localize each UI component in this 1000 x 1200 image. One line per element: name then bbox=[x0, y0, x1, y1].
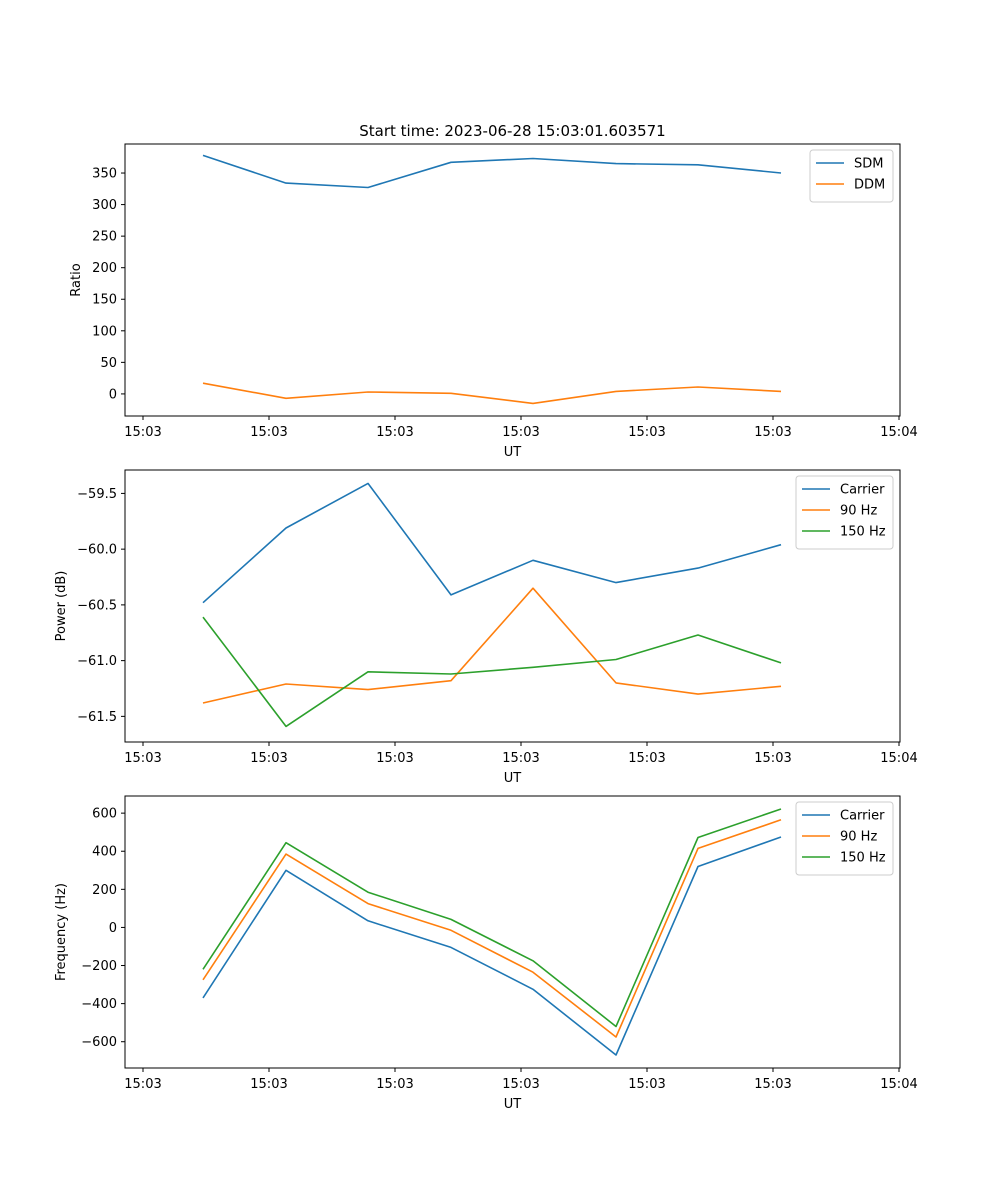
legend-label: SDM bbox=[854, 157, 883, 172]
legend: Carrier 90 Hz 150 Hz bbox=[795, 801, 894, 876]
y-tick-label: 600 bbox=[92, 807, 117, 822]
x-tick-label: 15:03 bbox=[754, 425, 791, 440]
legend-label: Carrier bbox=[840, 809, 885, 824]
x-tick-label: 15:03 bbox=[628, 1077, 665, 1092]
y-tick-label: −59.5 bbox=[77, 487, 117, 502]
x-tick-label: 15:03 bbox=[502, 425, 539, 440]
axes-frame bbox=[124, 795, 901, 1069]
x-tick-label: 15:03 bbox=[754, 751, 791, 766]
chart-3: 15:03 15:03 15:03 15:03 15:03 15:03 15:04 −600 −… bbox=[54, 795, 918, 1112]
axes-frame bbox=[124, 469, 901, 743]
y-tick-label: −61.0 bbox=[77, 654, 117, 669]
legend-label: 90 Hz bbox=[840, 830, 877, 845]
x-tick-label: 15:03 bbox=[628, 751, 665, 766]
x-tick-label: 15:03 bbox=[502, 1077, 539, 1092]
y-tick-label: −60.0 bbox=[77, 543, 117, 558]
legend-label: 150 Hz bbox=[840, 525, 886, 540]
series-line-150-hz bbox=[202, 616, 782, 728]
y-tick-label: 350 bbox=[92, 167, 117, 182]
axes-frame bbox=[124, 143, 901, 417]
series-line-carrier bbox=[202, 482, 782, 604]
y-tick-label: −200 bbox=[81, 959, 117, 974]
y-tick-label: 300 bbox=[92, 198, 117, 213]
series-line-sdm bbox=[202, 154, 782, 189]
x-tick-label: 15:04 bbox=[880, 425, 917, 440]
x-tick-label: 15:03 bbox=[250, 751, 287, 766]
x-tick-label: 15:04 bbox=[880, 1077, 917, 1092]
x-tick-label: 15:03 bbox=[124, 751, 161, 766]
legend-label: Carrier bbox=[840, 483, 885, 498]
y-tick-label: 250 bbox=[92, 230, 117, 245]
y-tick-label: −60.5 bbox=[77, 598, 117, 613]
y-tick-label: 200 bbox=[92, 883, 117, 898]
x-axis-label: UT bbox=[504, 445, 522, 460]
y-axis-label: Ratio bbox=[69, 263, 84, 296]
x-tick-label: 15:03 bbox=[376, 751, 413, 766]
series-line-150-hz bbox=[202, 808, 782, 1028]
x-tick-label: 15:03 bbox=[754, 1077, 791, 1092]
x-tick-label: 15:03 bbox=[502, 751, 539, 766]
y-tick-label: 0 bbox=[109, 387, 117, 402]
x-tick-label: 15:04 bbox=[880, 751, 917, 766]
x-tick-label: 15:03 bbox=[250, 1077, 287, 1092]
x-tick-label: 15:03 bbox=[628, 425, 665, 440]
x-tick-label: 15:03 bbox=[124, 425, 161, 440]
legend-label: 150 Hz bbox=[840, 851, 886, 866]
y-tick-label: −600 bbox=[81, 1035, 117, 1050]
figure-title: Start time: 2023-06-28 15:03:01.603571 bbox=[359, 122, 665, 140]
x-axis-label: UT bbox=[504, 771, 522, 786]
x-tick-label: 15:03 bbox=[376, 425, 413, 440]
chart-1: 15:03 15:03 15:03 15:03 15:03 15:03 15:04 0 50 10… bbox=[69, 143, 918, 460]
series-line-carrier bbox=[202, 836, 782, 1056]
y-tick-label: 0 bbox=[109, 921, 117, 936]
y-tick-label: 100 bbox=[92, 324, 117, 339]
y-tick-label: −61.5 bbox=[77, 710, 117, 725]
chart-2: 15:03 15:03 15:03 15:03 15:03 15:03 15:04 −61.5… bbox=[54, 469, 918, 786]
legend-label: DDM bbox=[854, 178, 885, 193]
x-tick-label: 15:03 bbox=[376, 1077, 413, 1092]
y-axis-label: Frequency (Hz) bbox=[54, 883, 69, 981]
series-line-90-hz bbox=[202, 587, 782, 704]
legend: SDM DDM bbox=[809, 149, 894, 203]
series-line-90-hz bbox=[202, 819, 782, 1038]
y-tick-label: 200 bbox=[92, 261, 117, 276]
legend-label: 90 Hz bbox=[840, 504, 877, 519]
y-tick-label: 50 bbox=[100, 356, 117, 371]
y-tick-label: −400 bbox=[81, 997, 117, 1012]
series-line-ddm bbox=[202, 382, 782, 405]
y-tick-label: 150 bbox=[92, 293, 117, 308]
x-tick-label: 15:03 bbox=[124, 1077, 161, 1092]
x-tick-label: 15:03 bbox=[250, 425, 287, 440]
x-axis-label: UT bbox=[504, 1097, 522, 1112]
y-axis-label: Power (dB) bbox=[54, 571, 69, 642]
y-tick-label: 400 bbox=[92, 845, 117, 860]
legend: Carrier 90 Hz 150 Hz bbox=[795, 475, 894, 550]
